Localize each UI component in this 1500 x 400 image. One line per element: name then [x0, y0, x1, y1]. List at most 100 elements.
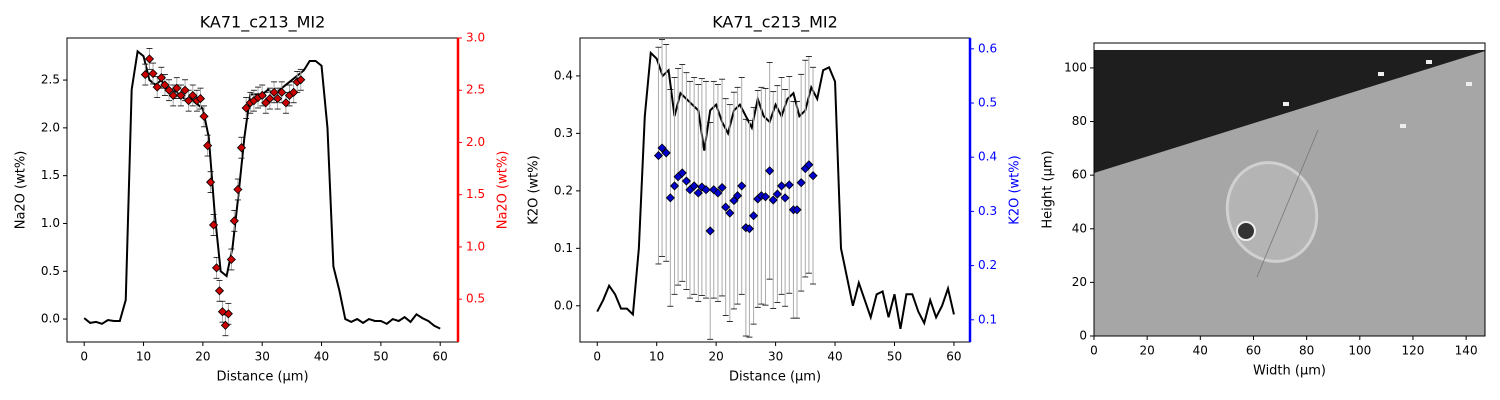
y-tick-label: 1.0	[41, 216, 60, 230]
x-tick-label: 140	[1455, 344, 1478, 358]
data-point	[176, 90, 186, 101]
data-point	[721, 202, 731, 212]
error-bars	[655, 39, 817, 340]
data-point	[273, 94, 283, 104]
x-tick-label: 20	[709, 350, 724, 364]
y2-tick-label: 2.5	[466, 83, 485, 97]
data-point	[657, 143, 667, 153]
data-point	[172, 83, 182, 93]
data-point	[653, 151, 664, 161]
data-point	[188, 90, 198, 101]
data-point	[152, 82, 162, 92]
data-point	[677, 168, 687, 178]
y2-tick-label: 1.5	[466, 187, 485, 201]
x-tick-label: 40	[314, 350, 329, 364]
y2-tick-label: 1.0	[466, 239, 485, 253]
data-point	[768, 195, 778, 205]
x-tick-label: 20	[1140, 344, 1155, 358]
data-point	[160, 80, 170, 90]
y-tick-label: 60	[1072, 168, 1087, 182]
plot-frame	[1093, 42, 1486, 337]
y2-tick-label: 0.4	[978, 150, 997, 164]
y2-tick-label: 0.2	[978, 258, 997, 272]
data-point	[713, 188, 723, 198]
data-point	[223, 309, 233, 319]
data-point	[717, 182, 727, 193]
x-tick-label: 0	[1090, 344, 1098, 358]
x-axis-label: Distance (µm)	[216, 370, 308, 385]
plot-frame	[579, 37, 971, 343]
data-point	[214, 286, 225, 296]
data-point	[144, 54, 155, 64]
data-point	[199, 111, 209, 121]
data-point	[289, 87, 299, 97]
x-tick-label: 50	[373, 350, 388, 364]
y2-tick-label: 3.0	[466, 31, 485, 45]
y-tick-label: 20	[1072, 275, 1087, 289]
data-point	[269, 87, 279, 97]
y2-axis-label: Na2O (wt%)	[496, 151, 511, 230]
y-axis-label: K2O (wt%)	[527, 155, 542, 224]
data-point	[140, 69, 150, 80]
y2-tick-label: 0.1	[978, 312, 997, 326]
x-tick-label: 100	[1348, 344, 1371, 358]
x-tick-label: 60	[433, 350, 448, 364]
y-tick-label: 0.0	[41, 312, 60, 326]
y2-tick-label: 0.5	[466, 292, 485, 306]
data-point	[665, 193, 675, 203]
data-point	[705, 226, 715, 236]
data-point	[156, 73, 166, 83]
data-point	[229, 216, 239, 226]
profile-line	[596, 50, 955, 329]
data-point	[257, 90, 267, 101]
y-tick-label: 0.0	[554, 298, 573, 312]
data-point	[725, 208, 735, 218]
data-point	[241, 103, 251, 113]
y-tick-label: 0	[1079, 329, 1087, 343]
image-header	[1094, 43, 1485, 50]
chart-title: KA71_c213_MI2	[200, 13, 326, 33]
x-tick-label: 60	[1246, 344, 1261, 358]
data-point	[792, 205, 802, 215]
data-point	[772, 189, 782, 199]
data-point	[681, 176, 691, 186]
data-point	[737, 181, 747, 191]
y-tick-label: 2.5	[41, 73, 60, 87]
data-point	[784, 180, 794, 190]
profile-line	[1256, 129, 1319, 278]
crystal	[1426, 60, 1432, 64]
y-axis-label: Na2O (wt%)	[14, 151, 29, 230]
data-point	[749, 211, 759, 221]
y-tick-label: 100	[1064, 60, 1087, 74]
x-tick-label: 10	[136, 350, 151, 364]
x-tick-label: 20	[195, 350, 210, 364]
y2-tick-label: 2.0	[466, 135, 485, 149]
data-point	[203, 141, 213, 151]
y-tick-label: 0.4	[554, 68, 573, 82]
y-tick-label: 0.2	[554, 183, 573, 197]
data-point	[226, 254, 236, 265]
y2-axis-label: K2O (wt%)	[1008, 155, 1023, 224]
data-point	[701, 185, 711, 195]
y-tick-label: 0.1	[554, 241, 573, 255]
data-point	[776, 181, 787, 191]
y-tick-label: 0.5	[41, 264, 60, 278]
data-point	[208, 220, 219, 230]
crystal	[1283, 102, 1289, 106]
data-point	[195, 94, 206, 104]
data-point	[164, 85, 174, 95]
y2-tick-label: 0.3	[978, 204, 997, 218]
x-tick-label: 30	[255, 350, 270, 364]
y-tick-label: 80	[1072, 114, 1087, 128]
y-tick-label: 40	[1072, 221, 1087, 235]
x-tick-label: 10	[649, 350, 664, 364]
data-point	[689, 181, 699, 191]
data-point	[220, 320, 230, 330]
data-point	[661, 148, 671, 158]
y-tick-label: 1.5	[41, 168, 60, 182]
x-tick-label: 120	[1402, 344, 1425, 358]
x-tick-label: 80	[1299, 344, 1314, 358]
y-tick-label: 2.0	[41, 120, 60, 134]
